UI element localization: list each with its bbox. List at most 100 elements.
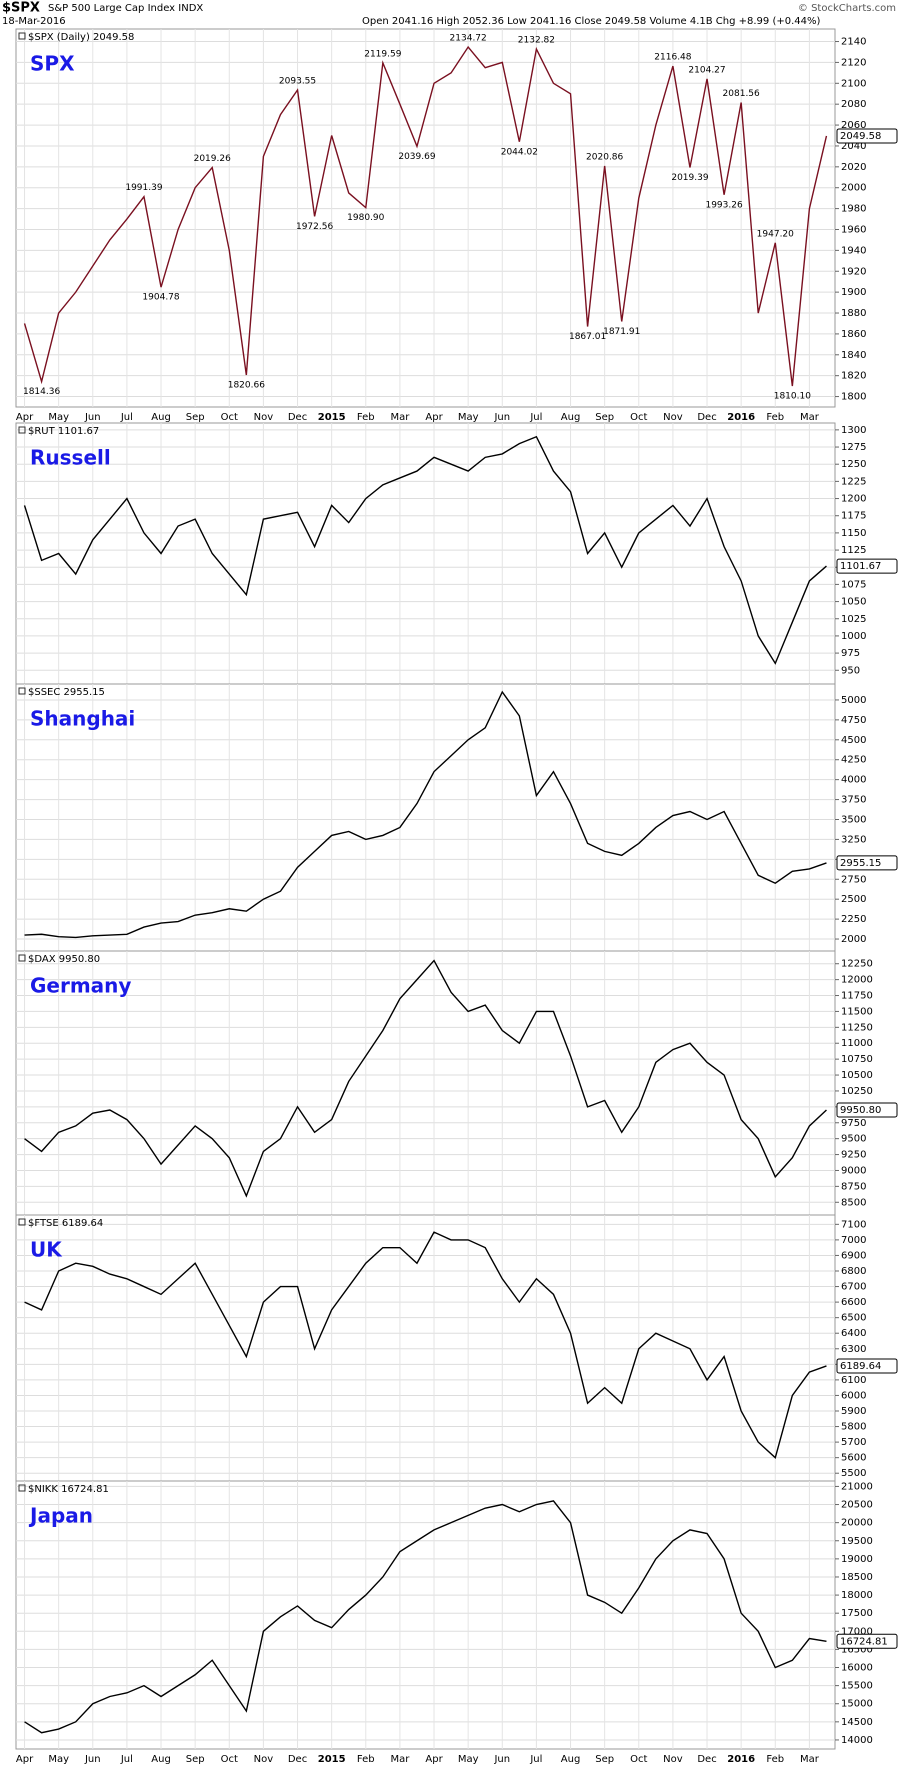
y-tick-label: 1860 [841,329,866,340]
y-tick-label: 1050 [841,597,866,608]
y-tick-label: 2020 [841,162,866,173]
y-tick-label: 1980 [841,204,866,215]
last-value-box [836,1102,898,1118]
y-tick-label: 2000 [841,183,866,194]
y-tick-label: 5800 [841,1422,866,1433]
y-tick-label: 2100 [841,78,866,89]
y-tick-label: 1125 [841,545,866,556]
data-label: 1820.66 [228,380,265,390]
y-tick-label: 11000 [841,1038,873,1049]
data-label: 1980.90 [347,213,384,223]
panel-title: $RUT 1101.67 [28,426,99,437]
panel-label: Shanghai [30,707,135,731]
y-tick-label: 4500 [841,735,866,746]
y-tick-label: 1940 [841,245,866,256]
x-tick-label: Apr [425,1754,443,1765]
y-tick-label: 6600 [841,1297,866,1308]
last-value-label: 16724.81 [840,1636,888,1647]
y-tick-label: 15000 [841,1699,873,1710]
y-tick-label: 19500 [841,1536,873,1547]
data-label: 1867.01 [569,332,606,342]
y-tick-label: 2080 [841,99,866,110]
last-value-box [836,1358,898,1374]
x-tick-label: 2016 [727,1754,755,1765]
y-tick-label: 5600 [841,1453,866,1464]
y-tick-label: 1960 [841,224,866,235]
y-tick-label: 17000 [841,1626,873,1637]
panel-frame [15,28,836,408]
data-label: 1871.91 [603,327,640,337]
x-tick-label: 2016 [727,412,755,423]
x-tick-label: Jun [84,412,101,423]
x-tick-label: Mar [390,1754,410,1765]
data-label: 2044.02 [501,147,538,157]
x-tick-label: Sep [186,1754,205,1765]
x-tick-label: Dec [697,1754,716,1765]
x-tick-label: Feb [357,1754,375,1765]
y-tick-label: 11250 [841,1022,873,1033]
y-tick-label: 1800 [841,392,866,403]
x-tick-label: Oct [630,412,647,423]
x-tick-label: Sep [595,1754,614,1765]
y-tick-label: 5500 [841,1468,866,1479]
data-label: 1972.56 [296,222,333,232]
y-tick-label: 4000 [841,775,866,786]
last-value-label: 2049.58 [840,131,881,142]
quote: Open 2041.16 High 2052.36 Low 2041.16 Cl… [362,16,820,27]
y-tick-label: 2040 [841,141,866,152]
y-tick-label: 5000 [841,695,866,706]
x-tick-label: Mar [390,412,410,423]
last-value-label: 6189.64 [840,1361,881,1372]
data-label: 2093.55 [279,77,316,87]
y-tick-label: 11500 [841,1006,873,1017]
price-line [24,1500,827,1734]
source: © StockCharts.com [798,3,896,14]
panel-label: Russell [30,446,111,470]
x-tick-label: Jun [493,1754,510,1765]
y-tick-label: 18500 [841,1572,873,1583]
x-tick-label: May [458,1754,479,1765]
panel-label: SPX [30,52,75,76]
x-tick-label: Nov [254,1754,274,1765]
y-tick-label: 2500 [841,894,866,905]
y-tick-label: 6900 [841,1250,866,1261]
x-tick-label: Apr [425,412,443,423]
x-tick-label: Oct [221,412,238,423]
panel-label: UK [30,1238,63,1262]
y-tick-label: 5700 [841,1437,866,1448]
y-tick-label: 9750 [841,1118,866,1129]
x-tick-label: Jun [84,1754,101,1765]
x-tick-label: Sep [186,412,205,423]
y-tick-label: 2140 [841,37,866,48]
price-line [23,45,828,387]
x-tick-label: Nov [663,412,683,423]
x-tick-label: Jul [120,1754,133,1765]
y-tick-label: 3500 [841,814,866,825]
data-label: 1814.36 [23,387,60,397]
data-label: 1991.39 [125,183,162,193]
x-tick-label: Feb [766,1754,784,1765]
x-tick-label: Aug [151,412,171,423]
y-tick-label: 2750 [841,874,866,885]
date: 18-Mar-2016 [2,16,66,27]
x-tick-label: 2015 [318,1754,346,1765]
x-tick-label: Apr [16,412,34,423]
y-tick-label: 14500 [841,1717,873,1728]
y-tick-label: 17500 [841,1608,873,1619]
y-tick-label: 1820 [841,371,866,382]
symbol: $SPX [2,1,40,16]
x-tick-label: Mar [800,1754,820,1765]
y-tick-label: 6800 [841,1266,866,1277]
x-tick-label: Dec [288,1754,307,1765]
y-tick-label: 1275 [841,442,866,453]
index-name: S&P 500 Large Cap Index INDX [48,3,203,14]
x-tick-label: Dec [697,412,716,423]
x-tick-label: 2015 [318,412,346,423]
y-tick-label: 1300 [841,425,866,436]
panel-title: $FTSE 6189.64 [28,1218,103,1229]
x-tick-label: Feb [357,412,375,423]
last-value-label: 2955.15 [840,858,881,869]
y-tick-label: 3750 [841,795,866,806]
